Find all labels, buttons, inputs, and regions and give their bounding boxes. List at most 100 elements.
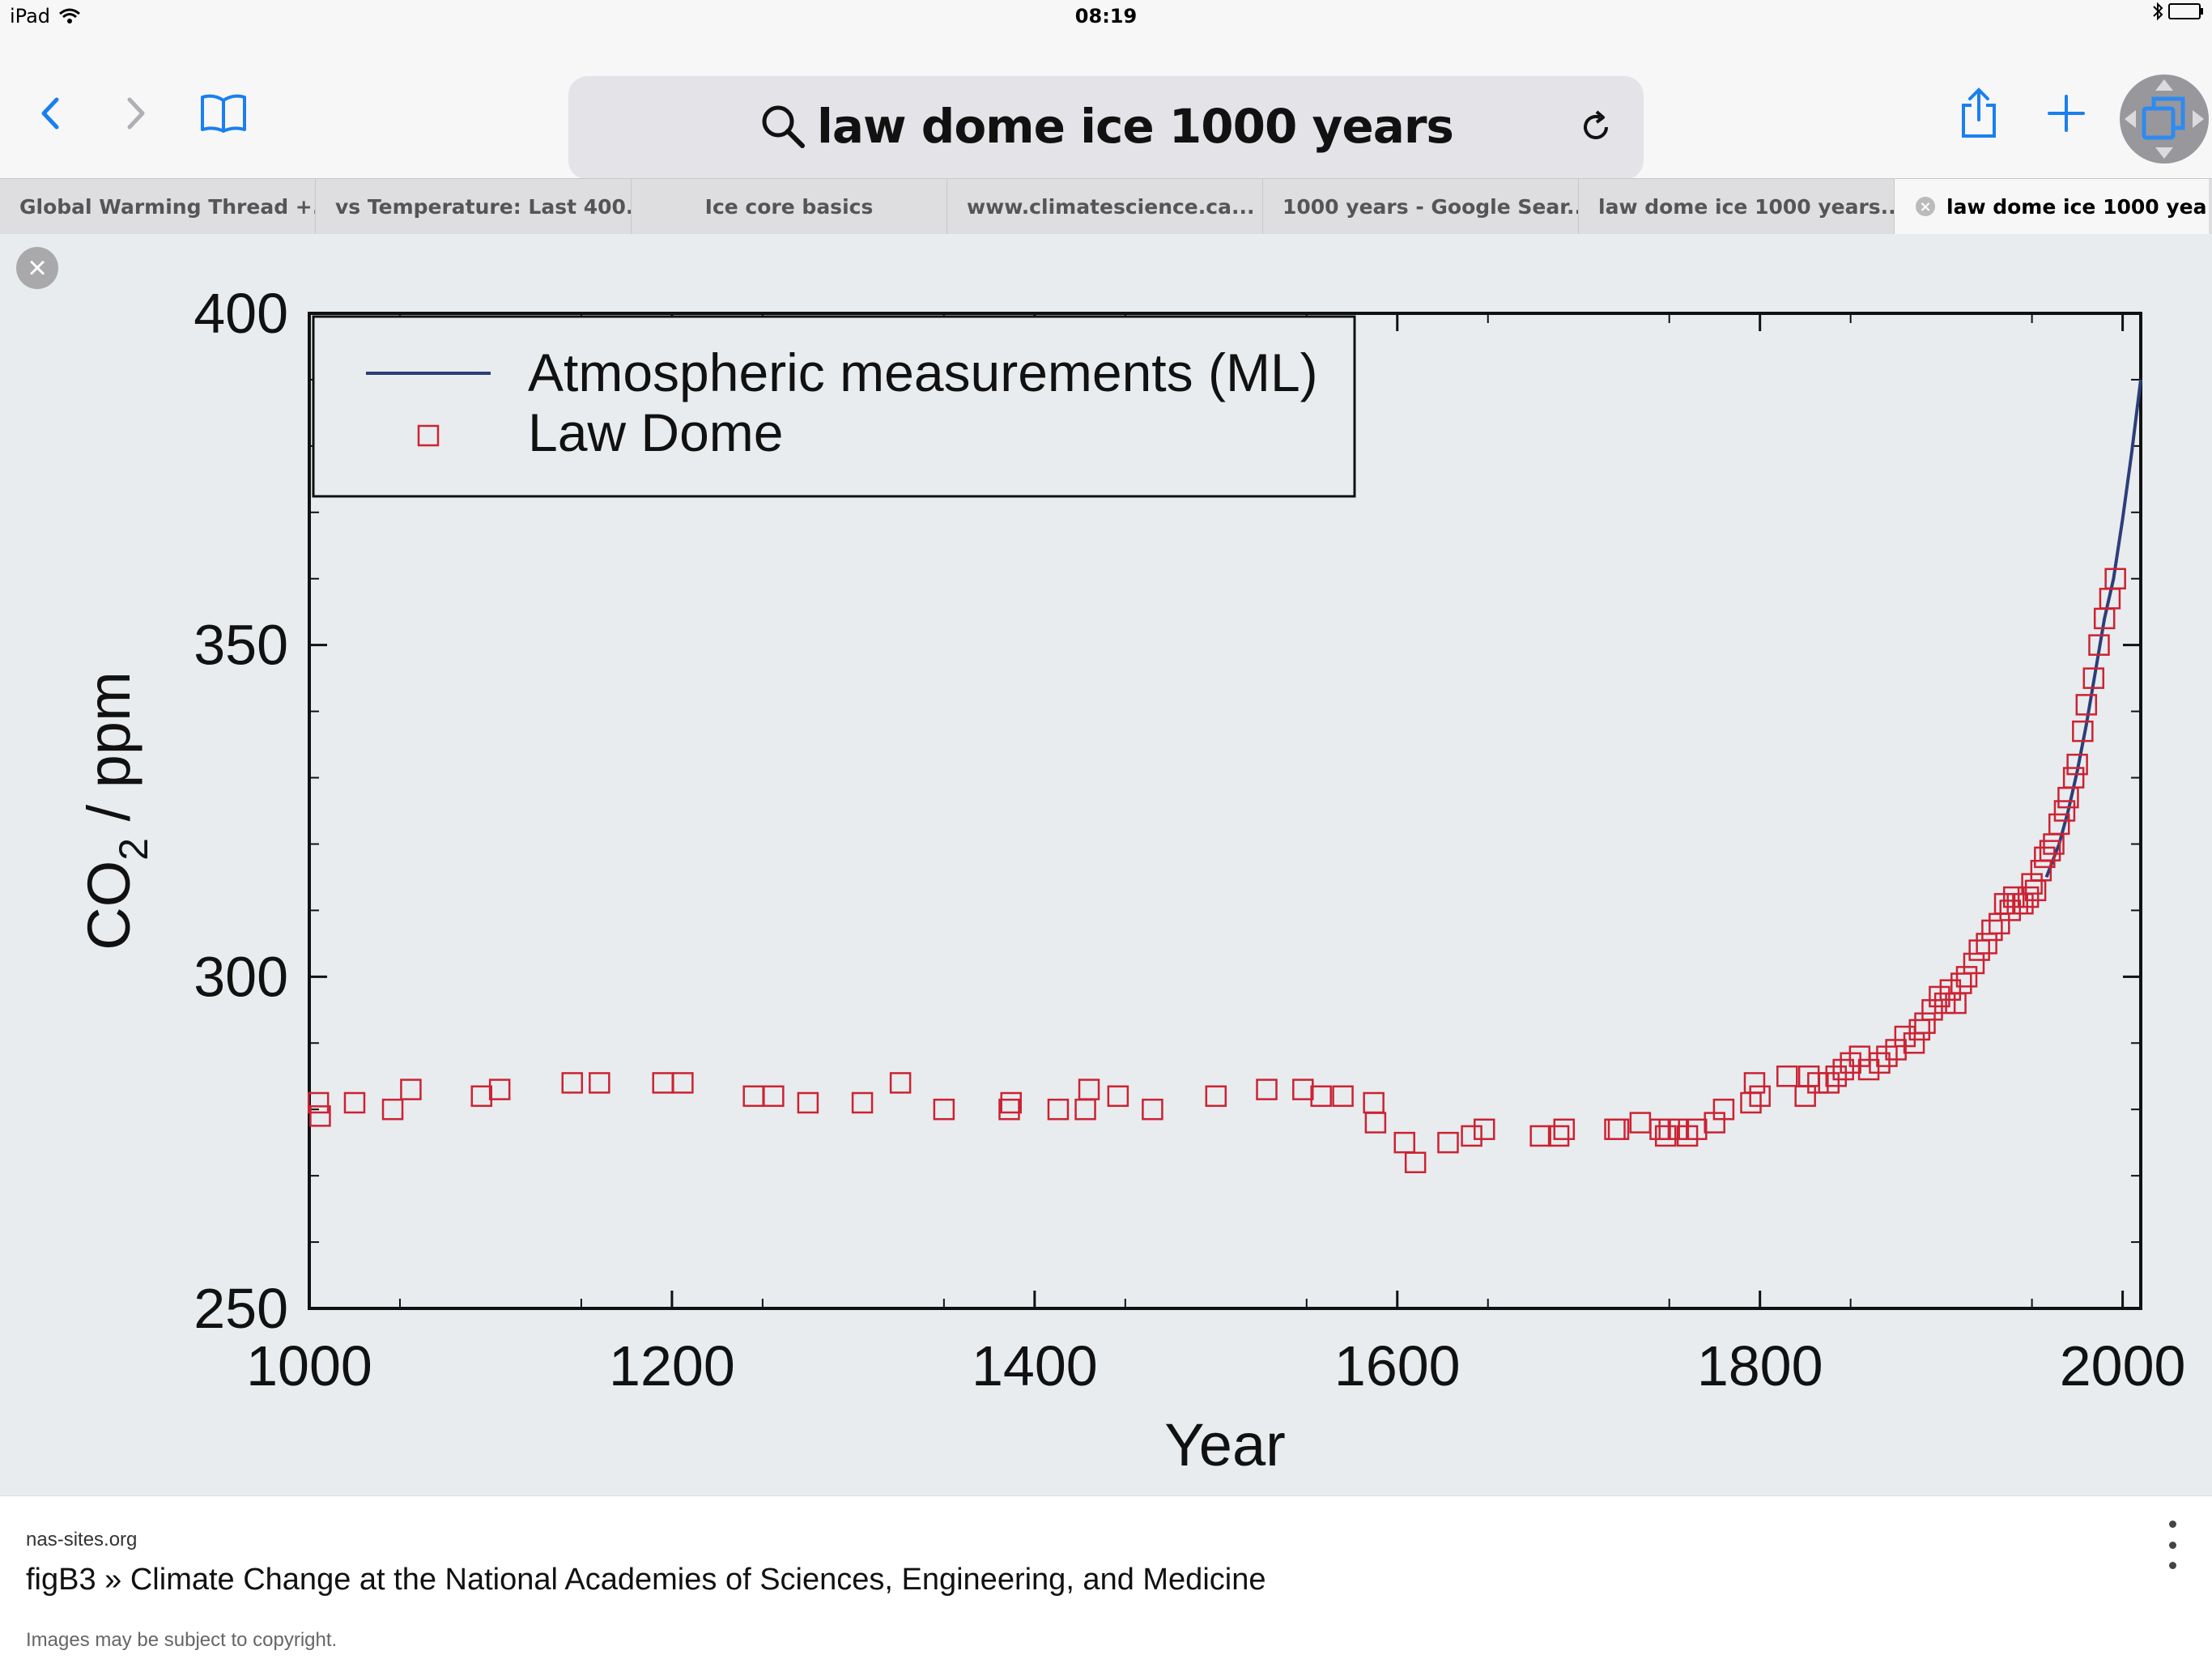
source-title[interactable]: figB3 » Climate Change at the National A…	[26, 1563, 1266, 1597]
device-name: iPad	[10, 5, 51, 28]
data-point-law-dome	[470, 1085, 493, 1108]
wifi-icon	[59, 8, 80, 23]
address-text-container: law dome ice 1000 years	[568, 99, 1644, 162]
tabs-button[interactable]	[2120, 74, 2209, 164]
tab-label: law dome ice 1000 years...	[1598, 194, 1895, 219]
co2-chart: 250 300 350 400 1000 1200 1400 1600 1800 2000 Year…	[75, 282, 2186, 1478]
data-point-law-dome	[2062, 767, 2085, 789]
tab-law-dome-active[interactable]: × law dome ice 1000 yea...	[1895, 179, 2209, 234]
back-icon	[41, 97, 59, 130]
data-point-law-dome	[589, 1072, 610, 1094]
legend-label: Atmospheric measurements (ML)	[528, 342, 1318, 402]
tab-label: www.climatescience.ca...	[967, 194, 1255, 219]
data-point-law-dome	[1794, 1085, 1816, 1108]
data-point-law-dome	[1825, 1065, 1847, 1087]
browser-toolbar: law dome ice 1000 years	[0, 32, 2212, 180]
data-point-law-dome	[1929, 985, 1950, 1008]
x-tick-label: 1600	[1334, 1334, 1461, 1397]
status-bar: iPad 08:19	[0, 0, 2212, 32]
tab-label: Global Warming Thread +...	[19, 194, 316, 219]
reload-button[interactable]	[1576, 107, 1616, 151]
data-point-law-dome	[1999, 900, 2021, 921]
share-button[interactable]	[1955, 87, 2003, 138]
data-point-law-dome	[381, 1098, 404, 1121]
bluetooth-icon	[2153, 2, 2163, 21]
data-point-law-dome	[488, 1078, 511, 1100]
x-tick-label: 1400	[972, 1334, 1098, 1397]
close-viewer-button[interactable]: ×	[16, 247, 58, 289]
data-point-law-dome	[2072, 720, 2094, 742]
status-right	[2152, 2, 2203, 21]
y-axis-label-tail: / ppm	[75, 671, 143, 838]
forward-button[interactable]	[112, 89, 160, 138]
data-point-law-dome	[1142, 1098, 1163, 1121]
data-point-law-dome	[652, 1072, 674, 1094]
add-tab-icon	[2048, 95, 2085, 132]
tab-label: 1000 years - Google Sear...	[1283, 194, 1579, 219]
data-point-law-dome	[1921, 999, 1943, 1021]
status-left: iPad	[10, 5, 81, 28]
reload-icon	[1584, 110, 1608, 139]
tab-climatescience[interactable]: www.climatescience.ca...	[947, 179, 1263, 234]
data-point-law-dome	[307, 1091, 330, 1114]
forward-icon	[127, 97, 145, 130]
tab-label: vs Temperature: Last 400...	[335, 194, 632, 219]
data-point-law-dome	[1461, 1125, 1482, 1147]
bookmarks-button[interactable]	[199, 89, 248, 138]
x-axis-label: Year	[1164, 1411, 1286, 1478]
tab-ice-core-basics[interactable]: Ice core basics	[632, 179, 947, 234]
data-point-law-dome	[1776, 1065, 1798, 1087]
add-tab-button[interactable]	[2042, 89, 2091, 138]
x-tick-label: 2000	[2060, 1334, 2186, 1397]
close-tab-icon[interactable]: ×	[1916, 197, 1935, 216]
battery-icon	[2168, 3, 2203, 19]
y-tick-label: 250	[194, 1277, 288, 1340]
tab-law-dome-1[interactable]: law dome ice 1000 years...	[1579, 179, 1895, 234]
data-point-law-dome	[1078, 1078, 1100, 1100]
tab-global-warming-thread[interactable]: Global Warming Thread +...	[0, 179, 316, 234]
data-point-law-dome	[1047, 1098, 1070, 1121]
image-source-panel: nas-sites.org figB3 » Climate Change at …	[0, 1495, 2212, 1659]
x-tick-label: 1800	[1697, 1334, 1823, 1397]
data-point-law-dome	[1976, 933, 1997, 955]
data-point-law-dome	[1749, 1085, 1771, 1108]
data-point-law-dome	[1529, 1125, 1551, 1147]
data-point-law-dome	[1404, 1151, 1427, 1173]
data-point-law-dome	[2053, 800, 2076, 822]
tabs-icon	[2125, 79, 2204, 159]
data-point-law-dome	[1933, 992, 1956, 1015]
data-point-law-dome	[797, 1091, 819, 1114]
tab-1000-years-google[interactable]: 1000 years - Google Sear...	[1263, 179, 1579, 234]
data-point-law-dome	[1205, 1085, 1227, 1108]
more-options-icon[interactable]	[2160, 1521, 2184, 1569]
close-icon: ×	[28, 249, 47, 286]
data-point-law-dome	[1743, 1072, 1766, 1094]
data-point-law-dome	[1989, 912, 2010, 935]
data-point-law-dome	[343, 1091, 366, 1114]
data-point-law-dome	[1807, 1072, 1829, 1094]
data-point-law-dome	[309, 1105, 331, 1127]
data-point-law-dome	[998, 1098, 1020, 1121]
data-point-law-dome	[1818, 1072, 1840, 1094]
source-domain[interactable]: nas-sites.org	[26, 1529, 138, 1551]
data-point-law-dome	[1939, 979, 1962, 1001]
data-point-law-dome	[1607, 1118, 1630, 1141]
data-point-law-dome	[1903, 1032, 1925, 1054]
legend-square-swatch	[417, 424, 440, 447]
data-point-law-dome	[2075, 694, 2098, 716]
back-button[interactable]	[26, 89, 74, 138]
tab-vs-temperature[interactable]: vs Temperature: Last 400...	[316, 179, 632, 234]
copyright-notice: Images may be subject to copyright.	[26, 1629, 338, 1651]
data-point-law-dome	[1310, 1085, 1332, 1108]
data-point-law-dome	[1629, 1112, 1652, 1134]
data-point-law-dome	[2082, 667, 2105, 689]
legend-box	[312, 315, 1356, 498]
data-point-law-dome	[1963, 952, 1985, 975]
data-point-law-dome	[1393, 1131, 1415, 1154]
data-point-law-dome	[1981, 919, 2003, 942]
data-point-law-dome	[1547, 1125, 1570, 1147]
data-point-law-dome	[1869, 1052, 1891, 1074]
data-point-law-dome	[1857, 1058, 1880, 1081]
address-bar[interactable]: law dome ice 1000 years	[568, 76, 1644, 180]
data-point-law-dome	[1474, 1118, 1495, 1141]
